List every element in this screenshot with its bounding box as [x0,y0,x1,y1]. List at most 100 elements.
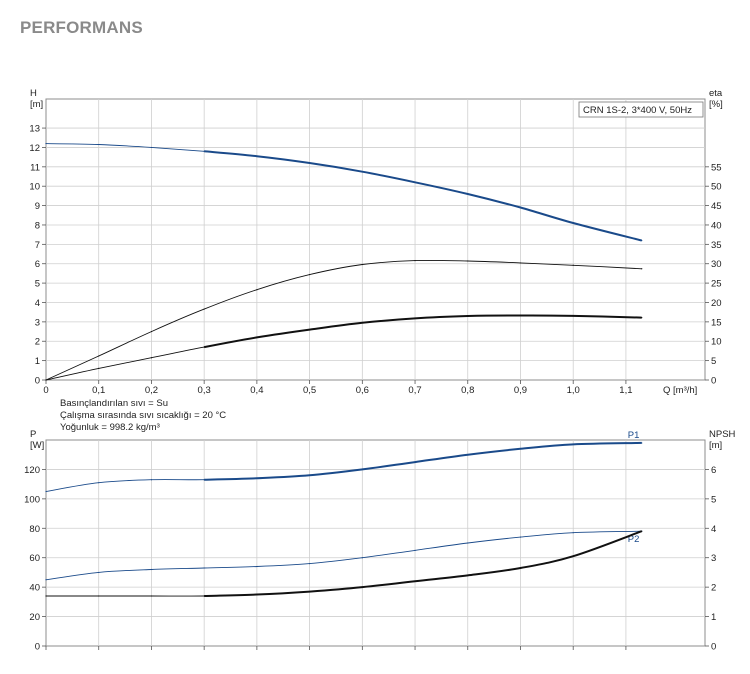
series-line-bold-0-2 [204,314,642,349]
series-point [467,193,469,195]
plot-frame [45,439,706,647]
series-point [467,315,469,317]
series-point [98,571,100,574]
y-right-tick-label: 15 [711,317,722,328]
series-point [467,454,469,456]
y-right-axis-label: eta [709,88,723,99]
y-right-tick-label: 55 [711,162,722,173]
series-point [572,555,574,557]
series-line-1-1 [45,530,642,581]
series-point [45,579,47,581]
y-right-tick-label: 6 [711,465,716,476]
series-point [361,322,363,324]
y-left-tick-label: 2 [35,337,40,348]
x-tick-label: 0,8 [461,385,474,396]
y-left-tick-label: 7 [35,240,40,251]
model-label: CRN 1S-2, 3*400 V, 50Hz [583,105,692,116]
series-point [256,336,258,338]
series-line-bold-1-2 [204,530,643,597]
series-point [256,565,258,568]
series-point [361,557,363,559]
y-left-tick-label: 12 [29,143,40,154]
x-tick-label: 1,0 [567,385,580,396]
series-point [641,268,643,270]
y-left-axis-unit: [W] [30,440,44,451]
series-point [572,443,574,446]
series-point [309,162,311,164]
series-point [361,586,363,588]
fluid-note: Çalışma sırasında sıvı sıcaklığı = 20 °C [60,410,226,421]
series-point [309,474,311,476]
series-point [414,580,416,582]
series-point [45,379,47,381]
y-right-tick-label: 5 [711,494,716,505]
series-point [150,595,153,597]
y-left-tick-label: 1 [35,356,40,367]
y-left-tick-label: 3 [35,317,40,328]
y-left-axis-label: P [30,429,36,440]
y-left-tick-label: 0 [35,376,40,387]
x-tick-label: 0,2 [145,385,158,396]
x-tick-label: 0,1 [92,385,105,396]
series-point [361,468,363,471]
x-axis-label: Q [m³/h] [663,385,697,396]
series-point [98,482,100,484]
y-left-tick-label: 20 [29,612,40,623]
series-point [519,536,522,538]
series-point [641,239,643,242]
series-line-1-0 [45,442,642,492]
x-tick-label: 0,3 [198,385,211,396]
y-left-tick-label: 40 [29,583,40,594]
y-left-tick-label: 4 [35,298,40,309]
series-line-bold-1-0 [204,441,642,481]
y-right-tick-label: 5 [711,356,716,367]
series-point [98,367,100,369]
series-point [309,563,311,565]
series-point [150,479,153,481]
series-point [572,222,574,224]
series-point [45,595,47,597]
series-point [203,308,205,310]
head-efficiency-chart: 0123456789101112130510152025303540455055… [29,88,723,433]
series-point [309,329,311,331]
series-name-label: P1 [628,430,640,441]
series-point [150,146,153,149]
series-point [203,346,205,348]
y-right-tick-label: 50 [711,182,722,193]
y-right-axis-label: NPSH [709,429,736,440]
series-line-1-2 [45,530,642,597]
series-point [572,264,574,266]
series-point [641,442,643,444]
series-point [572,315,574,317]
series-point [203,595,205,597]
x-tick-label: 0,4 [250,385,263,396]
series-point [256,593,258,596]
y-left-tick-label: 5 [35,279,40,290]
series-point [98,143,100,146]
power-npsh-chart: 0 20 40 60 80 100 120 0 1 2 3 4 5 6 P[W] NPSH[m] P1 P2 [24,429,735,653]
series-point [203,479,205,481]
series-point [519,314,522,317]
y-left-tick-label: 11 [30,162,40,173]
series-point [519,567,522,569]
y-right-tick-label: 0 [711,642,716,653]
series-point [467,542,469,544]
y-left-tick-label: 6 [35,259,40,270]
y-right-tick-label: 35 [711,240,722,251]
series-point [361,171,363,173]
y-left-tick-label: 8 [35,220,40,231]
y-left-tick-label: 0 [35,642,40,653]
series-point [309,273,311,276]
y-left-tick-label: 10 [29,182,40,193]
fluid-note: Yoğunluk = 998.2 kg/m³ [60,422,160,433]
y-right-tick-label: 0 [711,376,716,387]
y-left-tick-label: 100 [24,494,40,505]
series-name-label: P2 [628,534,640,545]
series-point [519,206,522,209]
y-right-tick-label: 40 [711,220,722,231]
series-point [150,357,153,359]
series-point [641,530,643,532]
series-point [467,574,469,576]
y-right-tick-label: 4 [711,524,716,535]
